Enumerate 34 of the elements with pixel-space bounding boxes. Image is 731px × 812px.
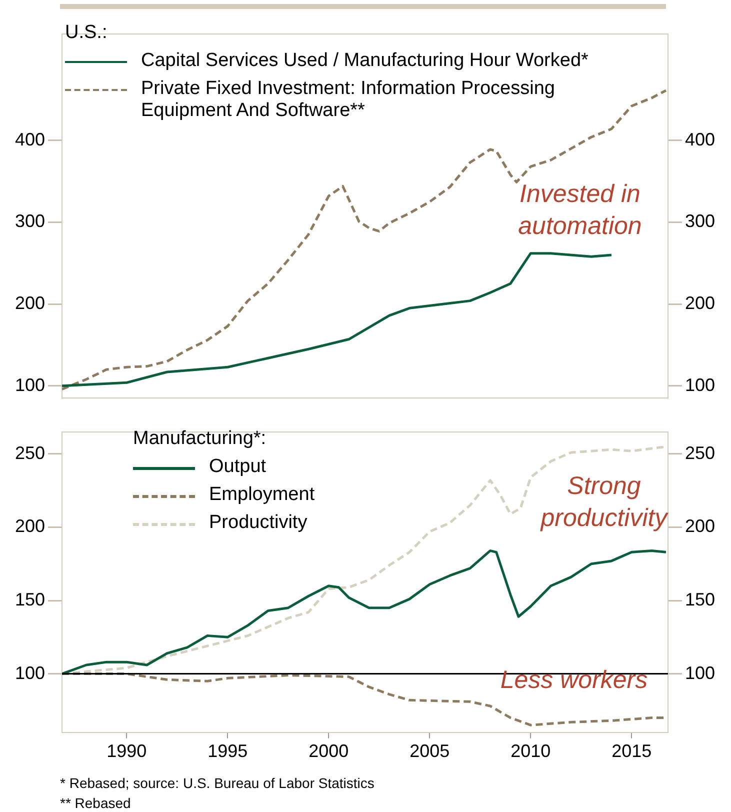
x-tick-label: 1990 (106, 741, 147, 762)
legend-label: Employment (209, 484, 315, 506)
x-tick-label: 1995 (208, 741, 248, 762)
y2-tick-label: 100 (685, 374, 716, 395)
y2-tick-label: 100 (685, 662, 716, 683)
y-tick-label: 250 (14, 442, 45, 463)
x-tick-label: 2005 (410, 741, 450, 762)
legend-title: U.S.: (65, 22, 108, 44)
legend-label: Output (209, 456, 266, 478)
x-tick-label: 2010 (510, 741, 551, 762)
annotation: Invested in automation (517, 179, 643, 242)
x-tick-label: 2015 (612, 741, 652, 762)
y-tick-label: 200 (14, 516, 45, 536)
y2-tick-label: 400 (685, 129, 716, 150)
y-tick-label: 100 (14, 374, 45, 395)
legend-title: Manufacturing*: (133, 428, 268, 450)
x-tick-label: 2000 (308, 741, 349, 762)
y-tick-label: 150 (14, 589, 45, 610)
y-tick-label: 200 (14, 293, 45, 314)
annotation: Strong productivity (539, 471, 670, 534)
y2-tick-label: 250 (685, 442, 716, 463)
y2-tick-label: 200 (685, 293, 716, 314)
legend-label: Capital Services Used / Manufacturing Hour Worked* (141, 50, 588, 72)
legend-label: Private Fixed Investment: Information Processing Equipment And Software** (141, 78, 556, 122)
annotation: Less workers (499, 665, 649, 696)
text: * Rebased; source: U.S. Bureau of Labor Statistics (60, 775, 374, 791)
y2-tick-label: 200 (685, 516, 716, 536)
legend-label: Productivity (209, 512, 308, 534)
y-tick-label: 100 (14, 662, 45, 683)
text: ** Rebased (60, 795, 131, 811)
y-tick-label: 300 (14, 211, 45, 232)
y2-tick-label: 150 (685, 589, 716, 610)
y-tick-label: 400 (14, 129, 45, 150)
y2-tick-label: 300 (685, 211, 716, 232)
